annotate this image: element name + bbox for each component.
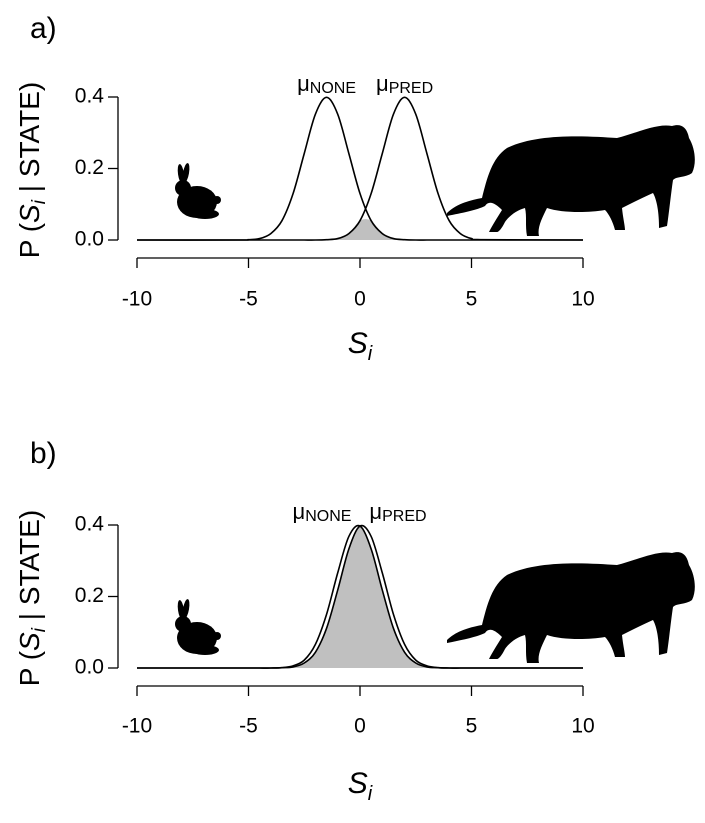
y-label-prefix: P ( [14,222,45,258]
annotation-symbol: μ [369,499,382,524]
x-tick-label: 5 [466,715,478,738]
x-axis-label: Si [348,767,373,805]
x-label-symbol: S [348,327,368,360]
annotation: μNONE [293,499,352,525]
x-tick-label: -5 [239,288,258,311]
x-axis-label: Si [348,327,373,365]
y-tick-label: 0.0 [75,228,104,251]
x-label-subscript: i [368,343,373,365]
annotation-subscript: NONE [305,508,351,525]
annotation: μPRED [369,499,426,525]
panel-label: a) [30,12,57,45]
annotation: μNONE [297,71,356,97]
x-label-symbol: S [348,767,368,800]
y-tick-label: 0.4 [75,513,105,536]
x-tick-label: 5 [466,288,478,311]
annotation: μPRED [376,71,433,97]
x-tick-label: 0 [354,715,366,738]
y-label-suffix: | STATE) [14,510,45,628]
x-tick-label: 10 [571,288,594,311]
rabbit-icon [175,599,221,655]
y-tick-label: 0.4 [75,85,105,108]
y-tick-label: 0.2 [75,584,104,607]
panel-label: b) [30,437,57,470]
x-label-subscript: i [368,783,373,805]
annotation-subscript: PRED [382,508,426,525]
x-tick-label: -10 [122,288,152,311]
y-label-suffix: | STATE) [14,82,45,200]
y-label-symbol: S [14,632,45,651]
panther-icon [447,125,695,236]
annotation-symbol: μ [376,71,389,96]
chart: a)0.00.20.4-10-50510SiP (Si | STATE)μNON… [0,0,705,823]
y-tick-label: 0.2 [75,156,104,179]
x-tick-label: 0 [354,288,366,311]
annotation-symbol: μ [293,499,306,524]
x-tick-label: 10 [571,715,594,738]
x-tick-label: -10 [122,715,152,738]
y-tick-label: 0.0 [75,656,104,679]
y-label-symbol: S [14,204,45,223]
y-axis-label: P (Si | STATE) [14,510,50,686]
page: a)0.00.20.4-10-50510SiP (Si | STATE)μNON… [0,0,705,823]
annotation-subscript: PRED [389,80,433,97]
y-axis-label: P (Si | STATE) [14,82,50,258]
y-label-prefix: P ( [14,650,45,686]
panther-icon [447,552,695,663]
x-tick-label: -5 [239,715,258,738]
rabbit-icon [175,163,221,219]
annotation-subscript: NONE [310,80,356,97]
annotation-symbol: μ [297,71,310,96]
